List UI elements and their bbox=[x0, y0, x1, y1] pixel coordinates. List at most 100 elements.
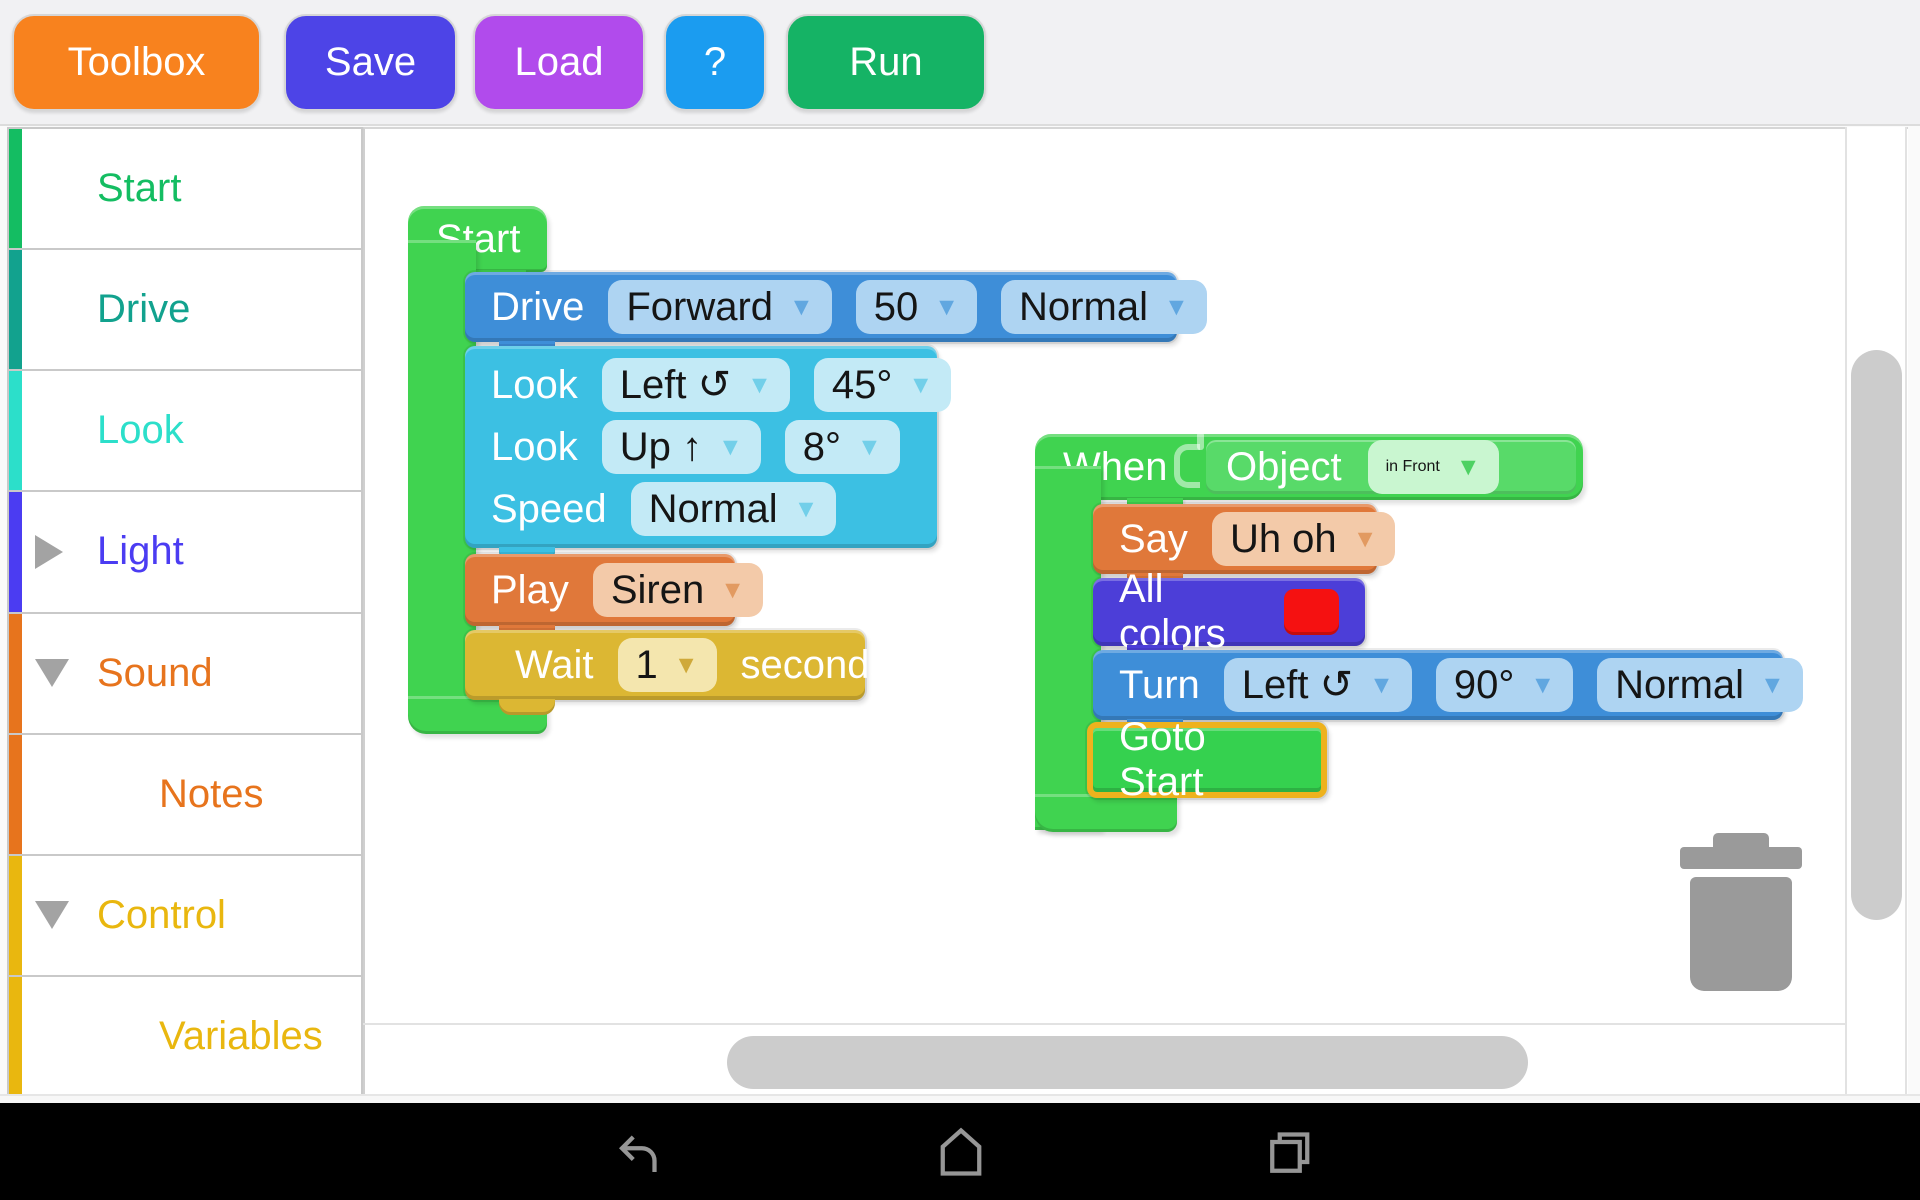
sidebar-item-drive[interactable]: Drive bbox=[7, 248, 363, 372]
horizontal-scrollbar-thumb[interactable] bbox=[727, 1036, 1528, 1089]
dropdown-value: Normal bbox=[1615, 662, 1745, 707]
dropdown-value: Left ↺ bbox=[1241, 663, 1354, 707]
dropdown-value: Normal bbox=[648, 486, 778, 531]
dropdown-value: Left ↺ bbox=[619, 363, 732, 407]
turn-direction-dropdown[interactable]: Left ↺ ▼ bbox=[1223, 658, 1412, 712]
sidebar-item-label: Light bbox=[97, 529, 184, 574]
look-label: Look bbox=[491, 362, 578, 407]
turn-speed-dropdown[interactable]: Normal ▼ bbox=[1597, 658, 1803, 712]
sidebar-item-label: Notes bbox=[159, 771, 264, 816]
wait-suffix-label: seconds bbox=[740, 642, 890, 687]
recents-icon[interactable] bbox=[1256, 1122, 1316, 1182]
trash-handle bbox=[1713, 833, 1769, 849]
start-hat-spine[interactable] bbox=[408, 240, 476, 702]
say-label: Say bbox=[1119, 516, 1188, 561]
sidebar-item-start[interactable]: Start bbox=[7, 127, 363, 251]
dropdown-value: Forward bbox=[626, 284, 774, 329]
caret-down-icon: ▼ bbox=[908, 370, 934, 399]
caret-down-icon: ▼ bbox=[718, 432, 743, 461]
turn-angle-dropdown[interactable]: 90° ▼ bbox=[1435, 658, 1574, 712]
caret-down-icon: ▼ bbox=[747, 370, 772, 399]
trash-icon[interactable] bbox=[1680, 833, 1802, 991]
drive-speed-dropdown[interactable]: Normal ▼ bbox=[1001, 280, 1207, 334]
toolbox-sidebar: Start Drive Look Light Sound Notes Contr… bbox=[7, 127, 363, 1098]
turn-block[interactable]: Turn Left ↺ ▼ 90° ▼ Normal ▼ bbox=[1093, 650, 1803, 735]
sidebar-item-sound[interactable]: Sound bbox=[7, 611, 363, 735]
sidebar-item-notes[interactable]: Notes bbox=[7, 732, 363, 856]
trash-body bbox=[1690, 877, 1792, 991]
object-position-dropdown[interactable]: in Front ▼ bbox=[1367, 440, 1499, 494]
dropdown-value: 8° bbox=[802, 424, 841, 469]
caret-down-icon: ▼ bbox=[789, 292, 814, 321]
play-block[interactable]: Play Siren ▼ bbox=[465, 554, 763, 641]
dropdown-value: 50 bbox=[873, 284, 919, 329]
disclosure-triangle-icon[interactable] bbox=[35, 659, 69, 688]
caret-down-icon: ▼ bbox=[934, 292, 960, 321]
wait-block[interactable]: Wait 1 ▼ seconds bbox=[465, 630, 890, 715]
disclosure-triangle-icon[interactable] bbox=[35, 534, 63, 569]
sidebar-item-label: Sound bbox=[97, 650, 213, 695]
help-button[interactable]: ? bbox=[664, 14, 766, 111]
dropdown-value: 45° bbox=[831, 362, 893, 407]
say-phrase-dropdown[interactable]: Uh oh ▼ bbox=[1211, 512, 1396, 566]
bottom-divider bbox=[0, 1094, 1920, 1096]
look-row: Look Left ↺ ▼ 45° ▼ bbox=[465, 358, 952, 412]
save-button[interactable]: Save bbox=[284, 14, 457, 111]
drive-label: Drive bbox=[491, 284, 585, 329]
hscroll-divider bbox=[363, 1023, 1845, 1025]
dropdown-value: 1 bbox=[635, 642, 658, 687]
toolbar: Toolbox Save Load ? Run bbox=[0, 0, 1920, 126]
color-swatch[interactable] bbox=[1283, 589, 1339, 635]
back-icon[interactable] bbox=[607, 1122, 667, 1182]
drive-direction-dropdown[interactable]: Forward ▼ bbox=[608, 280, 832, 334]
look-row: Look Up ↑ ▼ 8° ▼ bbox=[465, 420, 937, 474]
look-direction-dropdown[interactable]: Up ↑ ▼ bbox=[601, 420, 761, 474]
vertical-scrollbar-thumb[interactable] bbox=[1851, 350, 1902, 920]
look-angle-dropdown[interactable]: 45° ▼ bbox=[813, 358, 952, 412]
when-hat-foot[interactable] bbox=[1035, 794, 1177, 832]
goto-start-block[interactable]: Goto Start bbox=[1087, 715, 1327, 804]
object-label: Object bbox=[1226, 444, 1342, 489]
run-button[interactable]: Run bbox=[786, 14, 986, 111]
dropdown-value: in Front bbox=[1385, 458, 1440, 475]
all-colors-block[interactable]: All colors bbox=[1093, 567, 1365, 661]
look-rows: Look Left ↺ ▼ 45° ▼ Look Up ↑ ▼ 8° ▼ Speed N… bbox=[465, 346, 952, 548]
wait-label: Wait bbox=[515, 642, 594, 687]
say-block[interactable]: Say Uh oh ▼ bbox=[1093, 504, 1396, 589]
sidebar-item-variables[interactable]: Variables bbox=[7, 974, 363, 1098]
object-condition-block[interactable]: Object in Front ▼ bbox=[1206, 440, 1576, 494]
caret-down-icon: ▼ bbox=[1530, 670, 1556, 699]
sidebar-item-label: Start bbox=[97, 166, 182, 211]
dropdown-value: Up ↑ bbox=[619, 424, 702, 469]
caret-down-icon: ▼ bbox=[1760, 670, 1785, 699]
caret-down-icon: ▼ bbox=[1455, 452, 1481, 481]
dropdown-value: 90° bbox=[1453, 662, 1515, 707]
drive-block[interactable]: Drive Forward ▼ 50 ▼ Normal ▼ bbox=[465, 272, 1207, 357]
sidebar-item-label: Look bbox=[97, 408, 184, 453]
play-sound-dropdown[interactable]: Siren ▼ bbox=[592, 563, 763, 617]
load-button[interactable]: Load bbox=[473, 14, 645, 111]
sidebar-item-look[interactable]: Look bbox=[7, 369, 363, 493]
disclosure-triangle-icon[interactable] bbox=[35, 901, 69, 930]
dropdown-value: Normal bbox=[1019, 284, 1148, 329]
speed-label: Speed bbox=[491, 486, 607, 531]
dropdown-value: Uh oh bbox=[1229, 516, 1337, 561]
caret-down-icon: ▼ bbox=[720, 575, 745, 604]
dropdown-value: Siren bbox=[610, 567, 705, 612]
home-icon[interactable] bbox=[931, 1122, 991, 1182]
speed-row: Speed Normal ▼ bbox=[465, 482, 937, 536]
caret-down-icon: ▼ bbox=[1163, 292, 1189, 321]
sidebar-item-label: Drive bbox=[97, 287, 191, 332]
look-block[interactable]: Look Left ↺ ▼ 45° ▼ Look Up ↑ ▼ 8° ▼ Speed N… bbox=[465, 346, 952, 563]
look-speed-dropdown[interactable]: Normal ▼ bbox=[630, 482, 837, 536]
toolbox-button[interactable]: Toolbox bbox=[12, 14, 261, 111]
look-label: Look bbox=[491, 424, 578, 469]
sidebar-item-light[interactable]: Light bbox=[7, 490, 363, 614]
wait-value-dropdown[interactable]: 1 ▼ bbox=[617, 638, 717, 692]
sidebar-item-label: Control bbox=[97, 892, 226, 937]
look-angle-dropdown[interactable]: 8° ▼ bbox=[784, 420, 900, 474]
look-direction-dropdown[interactable]: Left ↺ ▼ bbox=[601, 358, 790, 412]
turn-label: Turn bbox=[1119, 662, 1200, 707]
drive-distance-dropdown[interactable]: 50 ▼ bbox=[855, 280, 978, 334]
sidebar-item-control[interactable]: Control bbox=[7, 853, 363, 977]
